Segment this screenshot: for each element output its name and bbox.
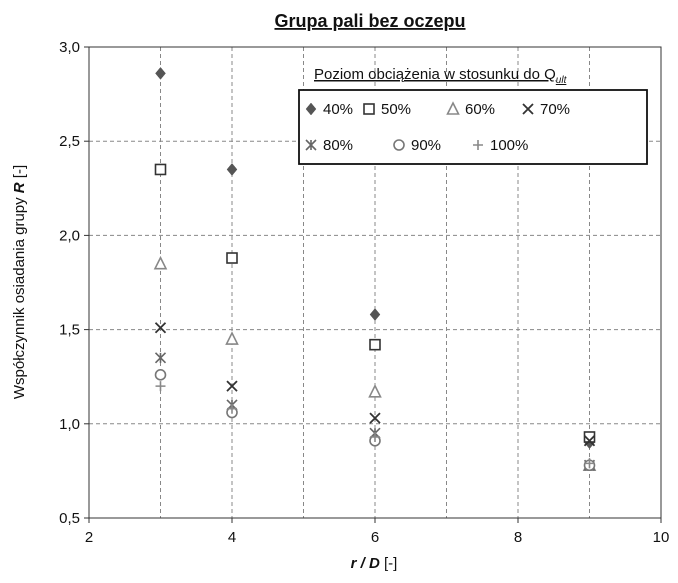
data-point-100pct [370, 431, 380, 442]
x-tick-label: 8 [514, 529, 522, 546]
data-point-70pct [583, 435, 596, 447]
data-point-50pct [226, 252, 238, 264]
y-tick-label: 2,5 [59, 133, 80, 150]
data-points [153, 66, 597, 472]
y-axis-label-symbol: R [11, 182, 28, 193]
data-point-60pct [153, 255, 168, 270]
x-tick-label: 10 [653, 529, 670, 546]
x-tick-label: 6 [371, 529, 379, 546]
data-point-70pct [154, 322, 167, 334]
legend-title: Poziom obciążenia w stosunku do Qult [314, 66, 568, 86]
data-point-40pct [369, 308, 381, 321]
data-point-80pct [154, 352, 167, 364]
legend-label-60pct: 60% [465, 101, 495, 118]
data-point-40pct [155, 66, 166, 80]
y-axis-label-main: Współczynnik osiadania grupy [11, 193, 28, 399]
data-point-70pct [369, 412, 381, 424]
legend-marker-100pct [473, 140, 483, 150]
data-point-100pct [584, 458, 595, 469]
x-axis-label: r / D [-] [351, 555, 398, 572]
x-tick-label: 4 [228, 529, 236, 546]
x-axis-label-unit: [-] [380, 555, 398, 572]
legend-marker-40pct [305, 102, 317, 116]
y-tick-label: 2,0 [59, 227, 80, 244]
legend-marker-80pct [305, 139, 317, 151]
legend-marker-60pct [446, 101, 460, 115]
y-tick-label: 3,0 [59, 39, 80, 56]
y-tick-label: 1,0 [59, 416, 80, 433]
data-point-90pct [154, 369, 167, 381]
data-point-70pct [226, 380, 238, 392]
data-point-100pct [227, 403, 237, 414]
chart-title: Grupa pali bez oczepu [274, 11, 465, 31]
data-point-60pct [225, 331, 239, 345]
data-point-50pct [369, 338, 381, 351]
legend-title-main: Poziom obciążenia w stosunku do Q [314, 66, 556, 83]
legend-label-80pct: 80% [323, 137, 353, 154]
legend-box [298, 89, 648, 165]
legend-label-90pct: 90% [411, 137, 441, 154]
x-axis-label-main: r / D [351, 555, 380, 572]
legend-marker-50pct [363, 103, 375, 115]
x-axis-ticks: 2 4 6 8 10 [85, 518, 670, 546]
data-point-40pct [226, 163, 238, 176]
data-point-60pct [368, 383, 382, 398]
data-point-100pct [155, 381, 166, 392]
y-axis-label: Współczynnik osiadania grupy R [-] [11, 165, 28, 399]
legend-marker-70pct [522, 103, 534, 115]
y-axis-ticks: 0,5 1,0 1,5 2,0 2,5 3,0 [59, 39, 89, 527]
y-tick-label: 0,5 [59, 510, 80, 527]
legend-label-50pct: 50% [381, 101, 411, 118]
y-tick-label: 1,5 [59, 322, 80, 339]
legend-label-100pct: 100% [490, 137, 528, 154]
legend-label-40pct: 40% [323, 101, 353, 118]
legend: Poziom obciążenia w stosunku do Qult 40%… [298, 66, 648, 165]
data-point-50pct [154, 163, 167, 176]
legend-label-70pct: 70% [540, 101, 570, 118]
legend-entries: 40% 50% 60% 70% 80% 90% 100% [305, 101, 570, 154]
x-tick-label: 2 [85, 529, 93, 546]
legend-marker-90pct [393, 139, 405, 151]
legend-title-sub: ult [556, 75, 568, 86]
y-axis-label-unit: [-] [11, 165, 28, 183]
